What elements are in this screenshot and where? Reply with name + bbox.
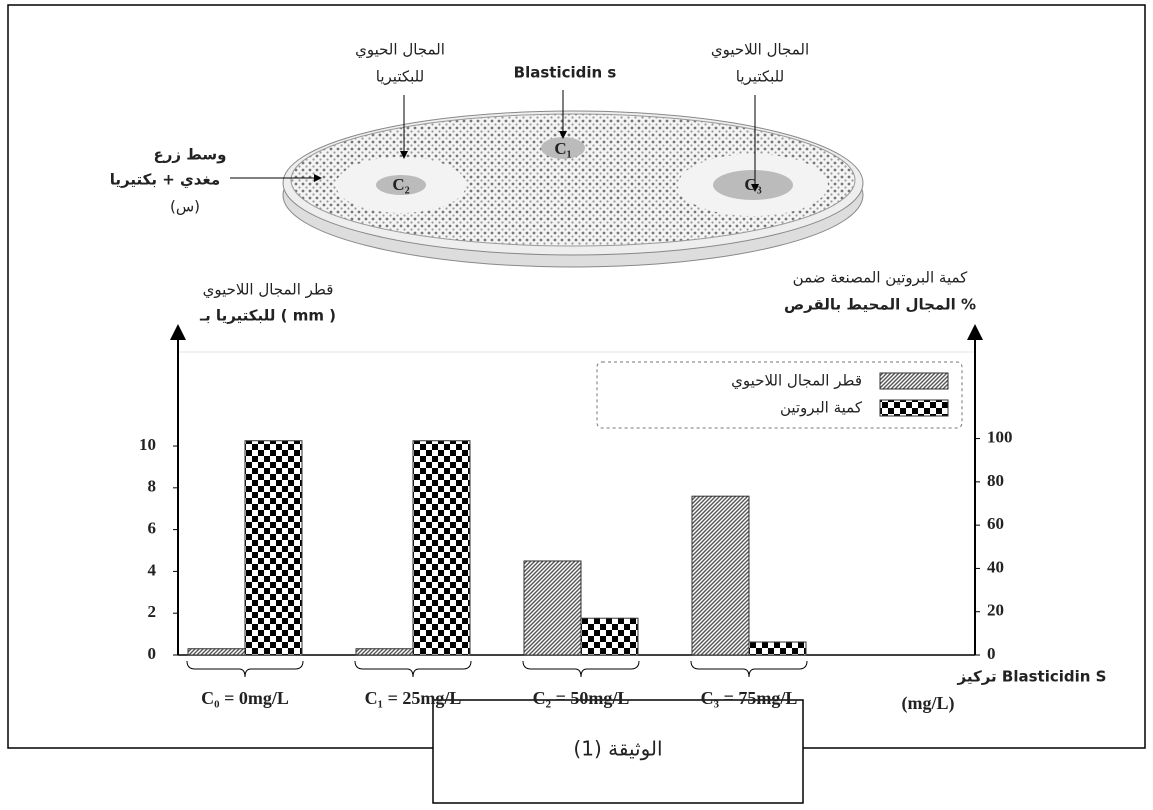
category-brace [691, 661, 807, 677]
page: المجال الحيوي للبكتيريا Blasticidin s ال… [0, 0, 1153, 810]
y2-tick-label: 20 [987, 601, 1004, 620]
y-tick-label: 0 [148, 644, 157, 663]
x-tick-label: C₂ = 50mg/L [533, 688, 630, 708]
x-axis-label: تركيز Blasticidin S [957, 668, 1107, 686]
y2-tick-label: 40 [987, 557, 1004, 576]
y2-axis-label: كمية البروتين المصنعة ضمن [793, 269, 968, 287]
legend-swatch [880, 400, 948, 416]
annotation: للبكتيريا [376, 68, 424, 86]
y-tick-label: 2 [148, 602, 157, 621]
annotation: C₃ [744, 175, 761, 194]
bar [749, 642, 806, 655]
y-tick-label: 8 [148, 477, 157, 496]
y-axis-label: للبكتيريا بـ ( mm ) [199, 307, 336, 325]
annotation: المجال الحيوي [355, 41, 445, 60]
caption: الوثيقة (1) [573, 737, 662, 761]
y2-tick-label: 80 [987, 471, 1004, 490]
y2-tick-label: 0 [987, 644, 996, 663]
x-tick-label: C₀ = 0mg/L [201, 688, 289, 708]
annotation: للبكتيريا [736, 68, 784, 86]
category-brace [355, 661, 471, 677]
annotation: Blasticidin s [514, 64, 617, 82]
x-tick-label: C₁ = 25mg/L [365, 688, 462, 708]
y2-tick-label: 60 [987, 514, 1004, 533]
y-axis-label: قطر المجال اللاحيوي [203, 281, 334, 300]
annotation: C₁ [554, 139, 571, 158]
y-tick-label: 6 [148, 519, 157, 538]
bar [188, 649, 245, 655]
y2-tick-label: 100 [987, 427, 1013, 446]
y2-axis-label: المجال المحيط بالقرص % [784, 296, 976, 314]
category-brace [523, 661, 639, 677]
bar [581, 618, 638, 655]
legend-label: قطر المجال اللاحيوي [731, 372, 862, 391]
annotation: وسط زرع [154, 146, 227, 164]
bar [413, 441, 470, 655]
x-axis-label: (mg/L) [902, 693, 955, 714]
y-tick-label: 4 [148, 560, 157, 579]
legend-label: كمية البروتين [780, 399, 863, 417]
legend-swatch [880, 373, 948, 389]
annotation: (س) [170, 198, 200, 216]
annotation: المجال اللاحيوي [711, 41, 809, 60]
petri-dish [230, 90, 863, 267]
y-tick-label: 10 [139, 435, 156, 454]
category-brace [187, 661, 303, 677]
annotation: مغدي + بكتيريا [110, 171, 220, 190]
annotation: C₂ [392, 175, 409, 194]
x-tick-label: C₃ = 75mg/L [701, 688, 798, 708]
bar [692, 496, 749, 655]
bar [245, 441, 302, 655]
bar [356, 649, 413, 655]
bar [524, 561, 581, 655]
